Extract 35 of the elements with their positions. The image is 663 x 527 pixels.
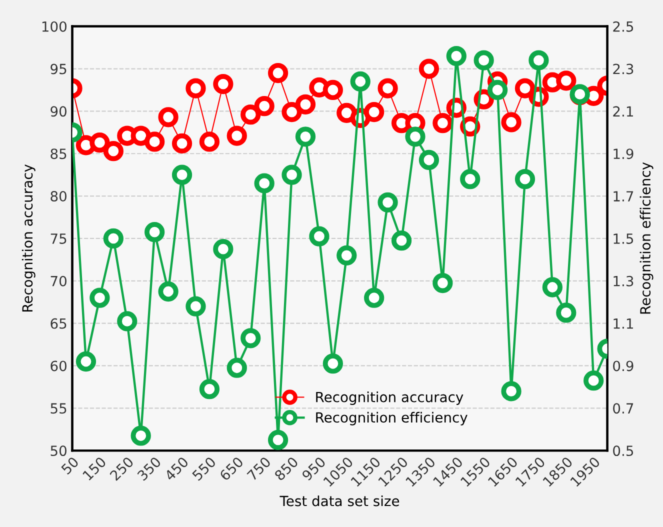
y2-tick-label: 1.5 xyxy=(614,234,634,244)
y2-tick-label: 2.3 xyxy=(613,64,634,74)
y-tick-label: 80 xyxy=(50,191,66,202)
y-tick-label: 75 xyxy=(50,234,66,244)
y2-axis-title: Recognition efficiency xyxy=(640,162,654,314)
x-tick-label: 150 xyxy=(82,456,107,481)
x-tick-label: 350 xyxy=(136,456,162,482)
x-tick-label: 650 xyxy=(219,456,244,482)
x-tick-label: 450 xyxy=(164,456,189,482)
y2-tick-label: 0.7 xyxy=(613,403,634,414)
y-tick-label: 90 xyxy=(50,106,66,117)
x-tick-label: 250 xyxy=(109,456,134,482)
x-axis-title: Test data set size xyxy=(280,496,400,506)
y-tick-label: 60 xyxy=(50,360,66,372)
x-tick-label: 850 xyxy=(274,456,299,482)
x-tick-label: 550 xyxy=(192,456,216,482)
y-tick-label: 65 xyxy=(50,318,66,329)
y-tick-label: 50 xyxy=(50,446,66,456)
y-axis-title: Recognition accuracy xyxy=(22,164,36,312)
y2-tick-label: 0.5 xyxy=(613,446,634,456)
y2-tick-label: 1.1 xyxy=(614,318,633,329)
x-tick-label: 750 xyxy=(246,456,272,481)
y2-tick-label: 2.1 xyxy=(613,106,633,116)
y2-tick-label: 0.9 xyxy=(613,360,634,372)
y2-tick-label: 1.9 xyxy=(614,148,634,160)
legend-label: Recognition efficiency xyxy=(316,412,468,426)
y-tick-label: 55 xyxy=(50,403,66,414)
y-tick-label: 70 xyxy=(50,276,66,286)
y2-tick-label: 1.7 xyxy=(614,191,634,202)
y-tick-label: 95 xyxy=(50,64,66,74)
y2-tick-label: 2.5 xyxy=(613,21,634,32)
y-tick-label: 100 xyxy=(42,21,66,32)
y-tick-label: 85 xyxy=(50,148,66,160)
legend-label: Recognition accuracy xyxy=(316,392,464,405)
y2-tick-label: 1.3 xyxy=(614,276,634,286)
